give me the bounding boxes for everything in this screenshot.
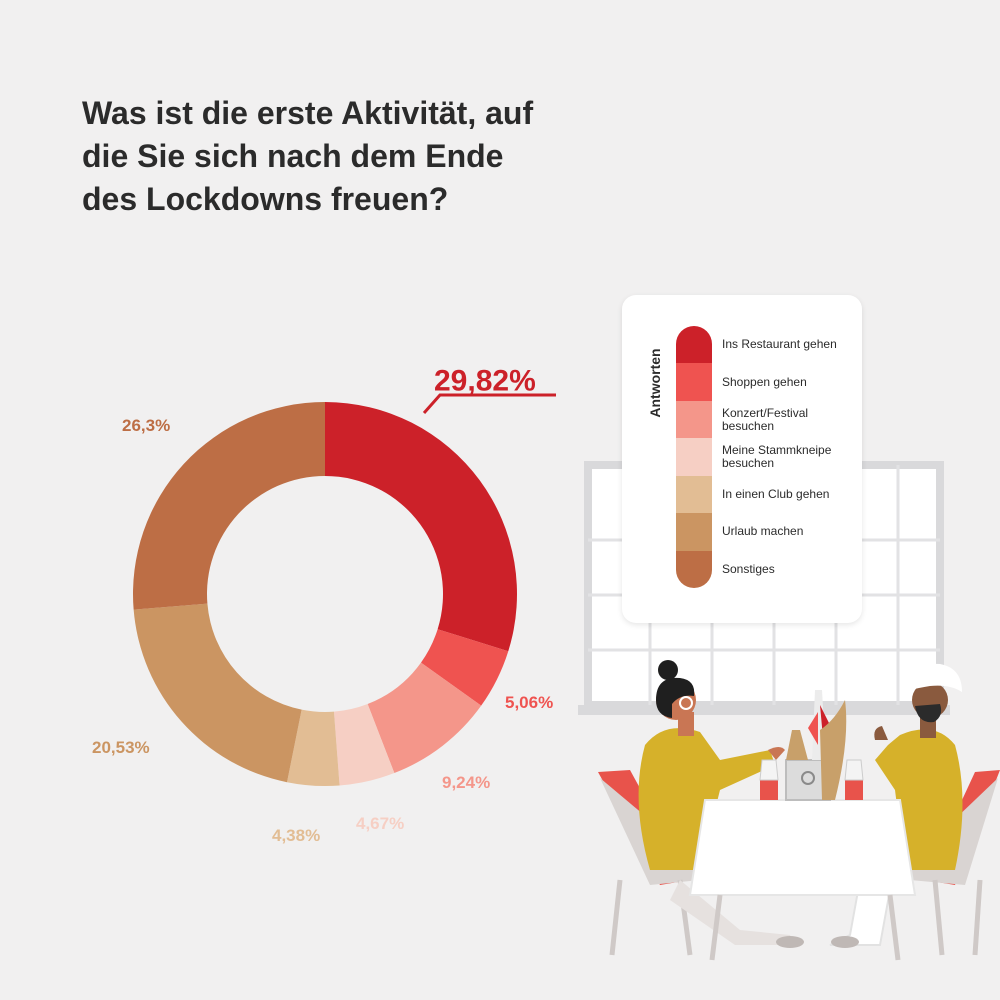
slice-sonstiges bbox=[133, 402, 325, 610]
legend-label-1: Ins Restaurant gehen bbox=[722, 337, 837, 352]
legend-labels: Ins Restaurant gehen Shoppen gehen Konzert… bbox=[722, 326, 852, 588]
donut-slices bbox=[133, 402, 517, 786]
slice-shoppen-gehen bbox=[420, 629, 509, 706]
legend-swatch-2 bbox=[676, 363, 712, 401]
legend-swatch-4 bbox=[676, 438, 712, 476]
title-line-1: Was ist die erste Aktivität, auf bbox=[82, 95, 534, 131]
legend-card bbox=[622, 295, 862, 623]
title-line-2: die Sie sich nach dem Ende bbox=[82, 138, 504, 174]
legend-color-bar bbox=[676, 326, 712, 588]
data-label-3: 9,24% bbox=[442, 773, 490, 792]
slice-labels: 29,82% 5,06% 9,24% 4,67% 4,38% 20,53% 26,3% bbox=[92, 365, 553, 845]
data-label-6: 20,53% bbox=[92, 738, 150, 757]
table-illustration bbox=[688, 690, 917, 961]
legend-swatch-1 bbox=[676, 326, 712, 364]
highlight-leader-line bbox=[422, 393, 556, 414]
man-illustration bbox=[829, 663, 963, 948]
title-line-3: des Lockdowns freuen? bbox=[82, 181, 449, 217]
slice-in-einen-club-gehen bbox=[287, 709, 340, 786]
legend-label-6: Urlaub machen bbox=[722, 524, 804, 539]
legend-swatch-5 bbox=[676, 475, 712, 514]
data-label-7: 26,3% bbox=[122, 416, 170, 435]
legend-label-7: Sonstiges bbox=[722, 561, 775, 576]
legend-label-5: In einen Club gehen bbox=[722, 486, 830, 501]
legend-label-3: Konzert/Festival besuchen bbox=[722, 405, 809, 433]
legend-swatch-3 bbox=[676, 400, 712, 439]
data-label-2: 5,06% bbox=[505, 693, 553, 712]
slice-meine-stammkneipe-besuchen bbox=[333, 704, 395, 786]
legend-heading: Antworten bbox=[647, 348, 663, 418]
legend-swatch-7 bbox=[676, 550, 712, 588]
legend-swatch-6 bbox=[676, 513, 712, 551]
data-label-4: 4,67% bbox=[356, 814, 404, 833]
slice-konzert-festival-besuchen bbox=[367, 662, 482, 774]
slice-urlaub-machen bbox=[133, 603, 302, 783]
legend-label-4: Meine Stammkneipe besuchen bbox=[722, 442, 832, 470]
data-label-1: 29,82% bbox=[434, 365, 536, 398]
slice-ins-restaurant-gehen bbox=[325, 402, 517, 652]
chart-title: Was ist die erste Aktivität, auf die Sie… bbox=[82, 92, 602, 221]
legend-label-2: Shoppen gehen bbox=[722, 374, 807, 389]
data-label-5: 4,38% bbox=[272, 826, 320, 845]
